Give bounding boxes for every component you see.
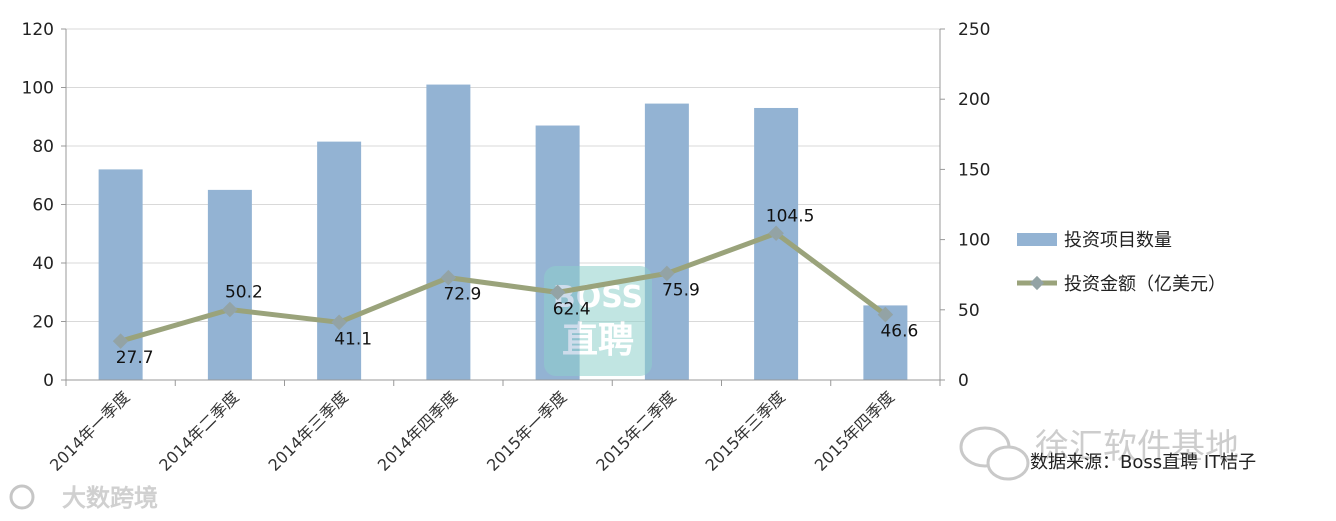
bottom-left-watermark-text: 大数跨境 — [62, 484, 158, 512]
boss-watermark-box — [544, 266, 652, 376]
left-tick-label: 100 — [22, 79, 54, 99]
line-data-label: 50.2 — [225, 283, 263, 303]
line-data-label: 41.1 — [334, 329, 372, 349]
bottom-left-watermark: 大数跨境 — [9, 484, 158, 512]
account-watermark-text: 徐汇软件基地 — [1035, 427, 1239, 467]
x-tick-label: 2015年二季度 — [592, 387, 679, 474]
bar-series — [98, 84, 908, 381]
line-data-label: 27.7 — [116, 348, 154, 368]
line-data-label: 75.9 — [662, 280, 700, 300]
legend-line-marker — [1029, 275, 1045, 291]
right-tick-label: 250 — [958, 20, 990, 40]
boss-watermark-line2: 直聘 — [562, 320, 634, 361]
x-axis-ticks: 2014年一季度 2014年二季度 2014年三季度 2014年四季度 2015年一季度… — [46, 387, 898, 474]
left-tick-label: 40 — [32, 254, 54, 274]
bar — [426, 84, 471, 380]
gridlines — [66, 28, 940, 322]
legend-bar-label: 投资项目数量 — [1064, 230, 1172, 251]
left-tick-label: 120 — [22, 20, 54, 40]
right-tick-label: 0 — [958, 371, 969, 391]
x-tick-label: 2015年一季度 — [483, 387, 570, 474]
legend-bar-swatch — [1017, 233, 1057, 246]
x-tick-label: 2015年三季度 — [701, 387, 788, 474]
right-tick-label: 150 — [958, 160, 990, 180]
axes — [61, 28, 945, 386]
line-data-labels: 27.7 50.2 41.1 72.9 62.4 75.9 104.5 46.6 — [116, 206, 919, 368]
bar — [644, 103, 689, 381]
right-tick-label: 50 — [958, 301, 980, 321]
x-tick-label: 2014年一季度 — [46, 387, 133, 474]
line-data-label: 72.9 — [443, 285, 481, 305]
line-data-label: 62.4 — [553, 299, 591, 319]
line-data-label: 104.5 — [766, 206, 815, 226]
line-point — [222, 301, 238, 318]
line-data-label: 46.6 — [880, 322, 918, 342]
left-axis-ticks: 0 20 40 60 80 100 120 — [22, 20, 54, 391]
watermark-logo-icon — [9, 484, 35, 510]
x-tick-label: 2014年四季度 — [374, 387, 461, 474]
legend-line-label: 投资金额（亿美元） — [1064, 274, 1226, 295]
bar — [317, 141, 362, 380]
legend: 投资项目数量 投资金额（亿美元） — [1017, 230, 1226, 295]
left-tick-label: 80 — [32, 137, 54, 157]
source-text: 数据来源：Boss直聘 IT桔子 — [1030, 452, 1256, 473]
boss-watermark: BOSS 直聘 — [544, 266, 652, 376]
right-axis-ticks: 0 50 100 150 200 250 — [958, 20, 990, 391]
right-tick-label: 200 — [958, 90, 990, 110]
left-tick-label: 60 — [32, 196, 54, 216]
bar — [207, 189, 252, 380]
line-point — [768, 225, 784, 242]
wechat-watermark: 徐汇软件基地 数据来源：Boss直聘 IT桔子 — [959, 426, 1256, 481]
x-tick-label: 2015年四季度 — [811, 387, 898, 474]
wechat-icon — [959, 426, 1030, 481]
line-path — [119, 230, 887, 344]
left-tick-label: 20 — [32, 313, 54, 333]
x-tick-label: 2014年三季度 — [264, 387, 351, 474]
right-tick-label: 100 — [958, 231, 990, 251]
left-tick-label: 0 — [43, 371, 54, 391]
x-tick-label: 2014年二季度 — [155, 387, 242, 474]
